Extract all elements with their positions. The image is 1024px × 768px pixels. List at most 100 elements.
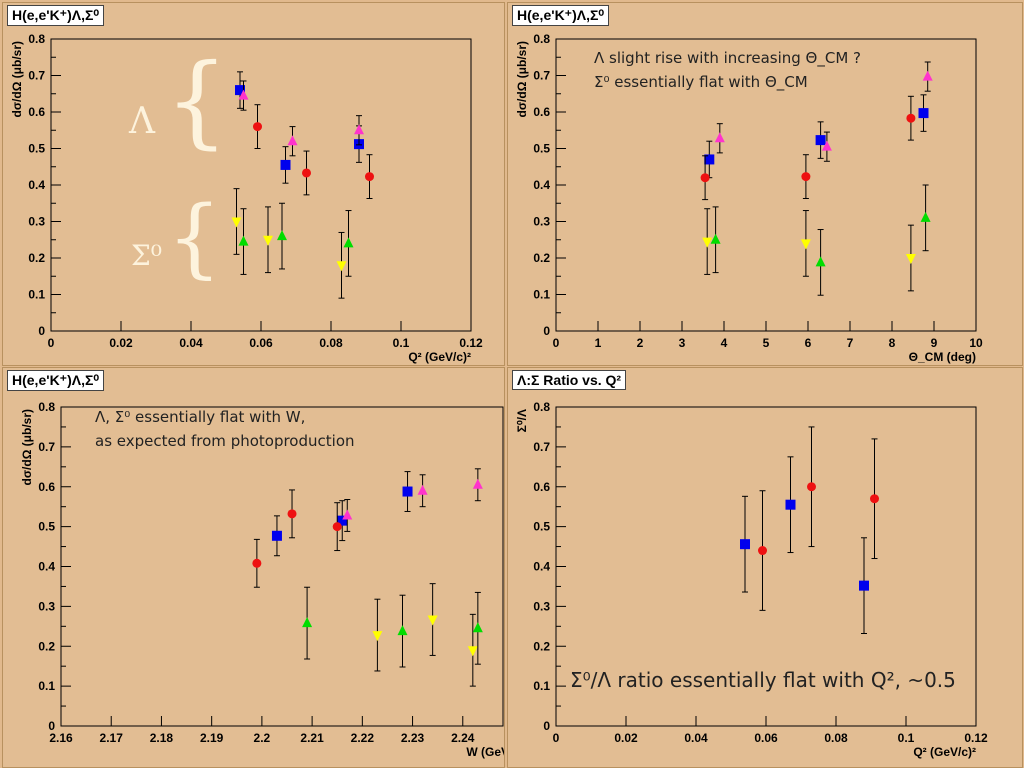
y-tick-label: 0.2: [533, 639, 550, 653]
panel-title: H(e,e'K⁺)Λ,Σ⁰: [7, 5, 104, 26]
y-tick-label: 0.6: [28, 105, 45, 119]
x-tick-label: 0.08: [319, 336, 343, 350]
data-point: [397, 625, 408, 636]
x-tick-label: 0.08: [824, 731, 848, 745]
y-tick-label: 0: [38, 324, 45, 338]
data-point: [801, 172, 811, 182]
x-tick-label: 8: [889, 336, 896, 350]
x-tick-label: 0.04: [179, 336, 203, 350]
panel-title: H(e,e'K⁺)Λ,Σ⁰: [7, 370, 104, 391]
x-axis-label: Q² (GeV/c)²: [408, 350, 471, 364]
data-point: [235, 85, 245, 96]
data-point: [467, 646, 478, 657]
y-tick-label: 0.3: [533, 599, 550, 613]
data-point: [402, 486, 413, 497]
data-point: [815, 256, 826, 267]
x-tick-label: 9: [931, 336, 938, 350]
data-point: [702, 237, 713, 248]
x-tick-label: 0.02: [614, 731, 638, 745]
data-point: [710, 233, 721, 244]
data-point: [365, 172, 374, 182]
data-point: [252, 558, 262, 568]
y-axis-label: dσ/dΩ (μb/sr): [515, 41, 529, 118]
data-point: [280, 159, 291, 170]
data-point: [343, 237, 354, 248]
data-point: [263, 235, 273, 246]
lambda-brace-icon: {: [165, 42, 229, 159]
data-point: [332, 522, 342, 532]
data-point: [253, 122, 262, 132]
data-point: [905, 254, 916, 264]
x-tick-label: 0.06: [249, 336, 273, 350]
chart-w: 0 0.1 0.2 0.3 0.4 0.5 0.6 0.7 0.8 2.16 2.17 2.18 2.1…: [20, 400, 504, 759]
y-axis-label: dσ/dΩ (μb/sr): [20, 409, 34, 486]
annotation-line-2: Σ⁰ essentially flat with Θ_CM: [594, 73, 808, 91]
x-axis-label: Θ_CM (deg): [909, 350, 976, 364]
data-point: [427, 615, 438, 626]
x-axis-label: Q² (GeV/c)²: [913, 745, 976, 759]
y-tick-label: 0.2: [533, 251, 550, 265]
y-tick-label: 0.5: [38, 520, 55, 534]
panel-title: Λ:Σ Ratio vs. Q²: [512, 370, 627, 390]
y-tick-label: 0.6: [38, 480, 55, 494]
plot-frame: [60, 406, 504, 727]
y-tick-label: 0.8: [28, 32, 45, 46]
x-tick-label: 10: [969, 336, 983, 350]
y-tick-label: 0.2: [38, 639, 55, 653]
data-point: [472, 478, 483, 489]
data-point: [920, 211, 931, 222]
y-tick-label: 0.7: [533, 69, 550, 83]
x-tick-label: 6: [805, 336, 812, 350]
panel-title: H(e,e'K⁺)Λ,Σ⁰: [512, 5, 609, 26]
data-point: [800, 239, 811, 250]
x-tick-label: 0: [553, 731, 560, 745]
y-tick-label: 0.1: [533, 288, 550, 302]
x-tick-label: 0.06: [754, 731, 778, 745]
y-tick-label: 0.5: [533, 142, 550, 156]
x-tick-label: 0: [553, 336, 560, 350]
data-point: [859, 580, 869, 591]
y-axis-label: dσ/dΩ (μb/sr): [10, 41, 24, 118]
x-tick-label: 1: [595, 336, 602, 350]
lambda-brace-label: Λ: [129, 101, 155, 142]
y-tick-label: 0.1: [533, 679, 550, 693]
x-tick-label: 3: [679, 336, 686, 350]
data-point: [287, 135, 298, 146]
data-point: [342, 509, 353, 520]
y-tick-label: 0.8: [38, 400, 55, 414]
x-tick-label: 0.1: [898, 731, 915, 745]
data-point: [758, 546, 767, 556]
x-tick-label: 0: [48, 336, 55, 350]
y-tick-label: 0.4: [533, 178, 550, 192]
y-tick-label: 0: [543, 719, 550, 733]
data-point: [337, 515, 348, 526]
y-tick-label: 0: [48, 719, 55, 733]
y-tick-label: 0.3: [28, 215, 45, 229]
data-point: [372, 631, 383, 642]
annotation-line-1: Λ slight rise with increasing Θ_CM ?: [594, 49, 862, 67]
x-tick-label: 2.24: [451, 731, 475, 745]
data-point: [922, 70, 933, 81]
sigma-brace-icon: {: [167, 188, 222, 288]
y-tick-label: 0.8: [533, 400, 550, 414]
y-tick-label: 0.8: [533, 32, 550, 46]
x-tick-label: 2.18: [150, 731, 174, 745]
y-tick-label: 0.5: [533, 520, 550, 534]
y-tick-label: 0.7: [28, 69, 45, 83]
x-axis-label: W (GeV): [466, 745, 504, 759]
chart-ratio: 0 0.1 0.2 0.3 0.4 0.5 0.6 0.7 0.8 0 0.02 0.04 0.06 0.…: [515, 400, 988, 759]
chart-q2: 0 0.1 0.2 0.3 0.4 0.5 0.6 0.7 0.8 0 0.02 0.04 0.06 0.…: [10, 32, 483, 364]
data-point: [821, 140, 832, 151]
data-point: [918, 108, 929, 119]
data-point: [277, 230, 287, 241]
y-tick-label: 0.4: [38, 560, 55, 574]
y-tick-label: 0.7: [533, 440, 550, 454]
annotation-line-1: Σ⁰/Λ ratio essentially flat with Q², ~0.…: [570, 668, 956, 692]
x-tick-label: 2.16: [49, 731, 73, 745]
x-tick-label: 0.12: [964, 731, 988, 745]
y-tick-label: 0.6: [533, 105, 550, 119]
y-tick-label: 0.3: [533, 215, 550, 229]
y-tick-label: 0: [543, 324, 550, 338]
x-tick-label: 2.21: [300, 731, 324, 745]
y-tick-label: 0.1: [28, 288, 45, 302]
